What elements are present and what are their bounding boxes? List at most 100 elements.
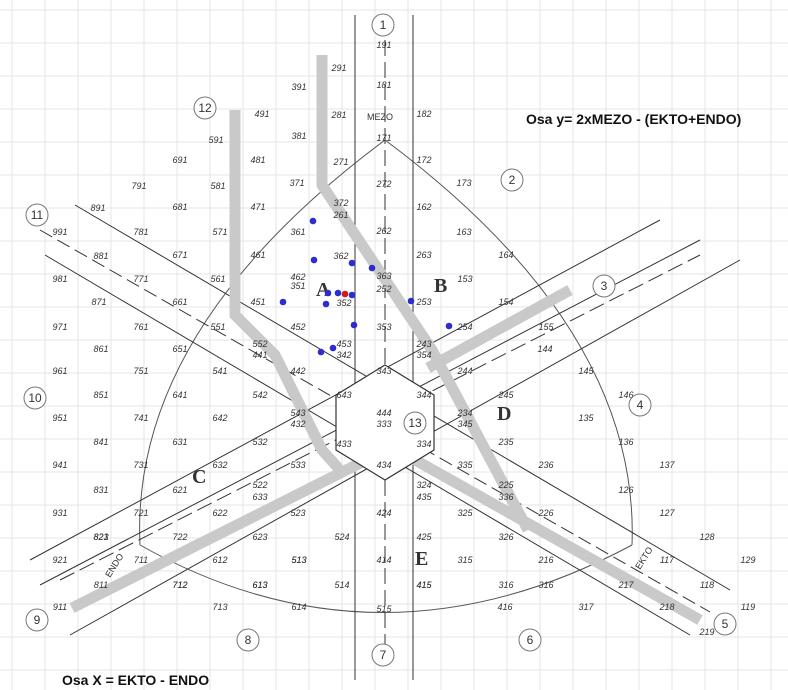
cell-label: 543 [290, 408, 305, 418]
data-point-blue [348, 291, 356, 299]
cell-label: 144 [537, 344, 552, 354]
cell-label: 851 [93, 390, 108, 400]
cell-label: 333 [376, 419, 391, 429]
circle-number-label: 6 [527, 633, 534, 647]
cell-label: 541 [212, 366, 227, 376]
band-label-ekto: EKTO [633, 545, 654, 571]
cell-label: 981 [52, 274, 67, 284]
cell-label: 831 [93, 485, 108, 495]
cell-label: 136 [618, 437, 633, 447]
cell-label: 235 [497, 437, 514, 447]
cell-label: 951 [52, 413, 67, 423]
circle-number-label: 7 [380, 648, 387, 662]
circle-number-label: 5 [722, 617, 729, 631]
cell-label: 343 [376, 366, 391, 376]
circle-number-label: 12 [198, 101, 212, 115]
cell-label: 471 [250, 202, 265, 212]
cell-label: 263 [415, 250, 431, 260]
cell-label: 481 [250, 155, 265, 165]
data-point-blue [279, 298, 287, 306]
section-E: E [415, 548, 428, 570]
cell-label: 823 [93, 532, 108, 542]
cell-label: 561 [210, 274, 225, 284]
cell-label: 722 [172, 532, 187, 542]
cell-label: 641 [172, 390, 187, 400]
cell-label: 433 [336, 439, 351, 449]
cell-label: 712 [172, 580, 187, 590]
cell-label: 871 [91, 297, 106, 307]
cell-label: 281 [330, 110, 346, 120]
cell-label: 351 [290, 281, 305, 291]
circle-number-badge [518, 628, 542, 652]
cell-label: 971 [52, 322, 67, 332]
cell-label: 244 [456, 366, 472, 376]
cell-label: 522 [252, 480, 267, 490]
circle-number-badge [236, 628, 260, 652]
cell-label: 781 [133, 227, 148, 237]
outer-boundary [139, 139, 633, 613]
cell-label: 671 [172, 250, 187, 260]
cell-label: 452 [290, 322, 305, 332]
circle-number-badge [193, 96, 217, 120]
cell-label: 891 [90, 203, 105, 213]
cell-label: 613 [252, 580, 267, 590]
circle-number-label: 2 [509, 173, 516, 187]
cell-label: 217 [617, 580, 634, 590]
cell-label: 741 [133, 413, 148, 423]
cell-label: 317 [578, 602, 594, 612]
data-point-blue [309, 217, 317, 225]
circle-number-label: 11 [31, 208, 44, 222]
circle-number-label: 13 [408, 416, 422, 430]
cell-label: 622 [212, 508, 227, 518]
cell-label: 751 [133, 366, 148, 376]
cell-label: 153 [457, 274, 472, 284]
cell-label: 173 [456, 178, 471, 188]
cell-labels: 191 181 171 291 281 271 391 381 371 491 481 471 591 5… [52, 40, 755, 637]
cell-label: 712 [172, 580, 187, 590]
cell-label: 372 [333, 198, 348, 208]
cell-label: 362 [333, 251, 348, 261]
cell-label: 253 [415, 297, 431, 307]
cell-label: 262 [375, 226, 391, 236]
data-point-blue [329, 344, 337, 352]
cell-label: 721 [133, 508, 148, 518]
cell-label: 415 [416, 580, 432, 590]
cell-label: 681 [172, 202, 187, 212]
cell-label: 219 [698, 627, 714, 637]
cell-label: 432 [290, 419, 305, 429]
cell-label: 434 [376, 460, 391, 470]
data-point-blue [445, 322, 453, 330]
cell-label: 841 [93, 437, 108, 447]
cell-label: 414 [376, 555, 391, 565]
cell-label: 513 [291, 555, 306, 565]
cell-label: 642 [212, 413, 227, 423]
cell-label: 931 [52, 508, 67, 518]
circle-number-label: 1 [380, 18, 387, 32]
circle-number-label: 9 [34, 613, 41, 627]
cell-label: 451 [250, 297, 265, 307]
data-point-blue [324, 289, 332, 297]
cell-label: 119 [741, 602, 755, 612]
cell-label: 571 [212, 227, 227, 237]
cell-label: 335 [457, 460, 473, 470]
cell-label: 523 [290, 508, 305, 518]
cell-label: 216 [537, 555, 553, 565]
cell-label: 316 [498, 580, 513, 590]
cell-label: 691 [172, 155, 187, 165]
cell-label: 272 [375, 179, 391, 189]
cell-label: 623 [252, 532, 267, 542]
data-point-blue [350, 321, 358, 329]
y-axis-title: Osa y= 2xMEZO - (EKTO+ENDO) [526, 111, 741, 127]
cell-label: 425 [416, 532, 432, 542]
cell-label: 135 [578, 413, 594, 423]
circle-number-label: 3 [601, 279, 608, 293]
cell-label: 236 [537, 460, 553, 470]
cell-label: 514 [334, 580, 349, 590]
cell-label: 354 [416, 350, 431, 360]
cell-label: 651 [172, 344, 187, 354]
band-label-mezo: MEZO [367, 112, 393, 122]
cell-label: 532 [252, 437, 267, 447]
